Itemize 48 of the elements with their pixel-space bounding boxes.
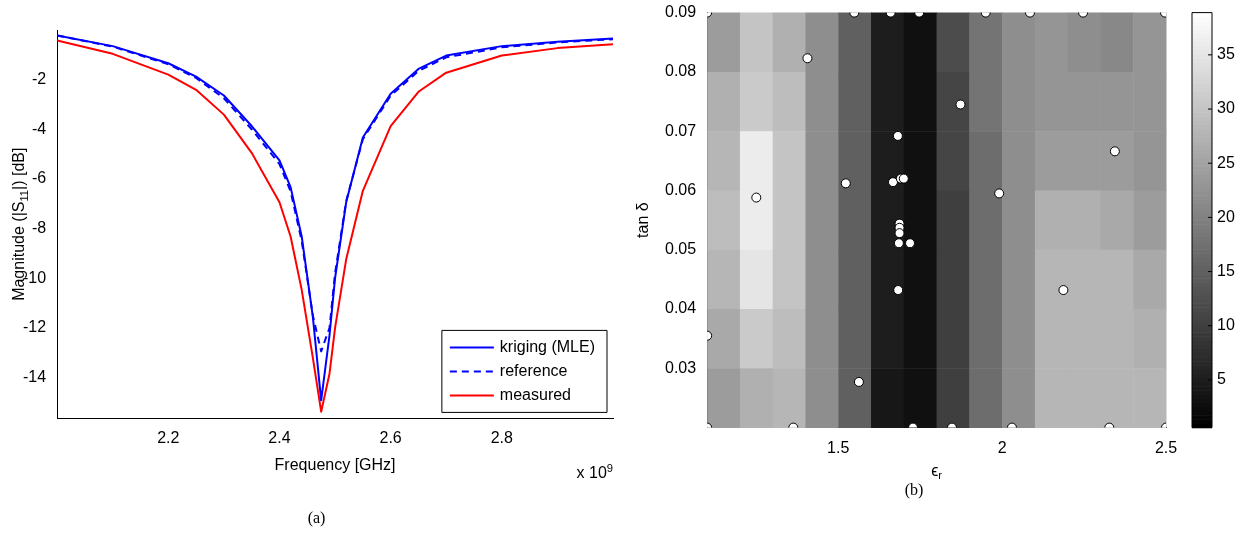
legend-label: reference	[499, 361, 568, 379]
y-tick-label: 0.03	[665, 358, 697, 376]
y-axis-title: tan δ	[633, 202, 651, 238]
color-bar-label: 30	[1217, 99, 1235, 117]
legend-label: measured	[499, 385, 572, 403]
text: (b)	[904, 480, 924, 499]
x-axis-title: Frequency [GHz]	[274, 455, 396, 473]
text: (a)	[307, 508, 326, 527]
point	[894, 228, 905, 239]
color-bar-label: 5	[1217, 370, 1226, 388]
point	[994, 188, 1005, 199]
point	[1109, 146, 1120, 157]
y-tick-label: 0.06	[665, 180, 697, 198]
x-tick-label: 2.5	[1154, 438, 1178, 456]
x-tick-label: 2	[997, 438, 1007, 456]
x-tick-label: 1.5	[827, 438, 850, 456]
point	[840, 178, 851, 189]
color-bar-label: 20	[1217, 207, 1235, 225]
y-tick-label: -2	[31, 70, 47, 88]
y-tick-label: -14	[23, 367, 47, 385]
y-tick-label: 0.05	[665, 240, 697, 258]
y-tick-label: -4	[31, 119, 47, 137]
x-tick-label: 2.6	[379, 429, 402, 447]
y-tick-label: 0.07	[665, 121, 697, 139]
point	[751, 192, 762, 203]
point	[892, 130, 903, 141]
point	[853, 376, 864, 387]
y-tick-label: 0.08	[665, 62, 697, 80]
point	[887, 177, 898, 188]
x-tick-label: 2.4	[268, 429, 291, 447]
y-tick-label: 0.04	[665, 299, 697, 317]
color-bar-label: 10	[1217, 316, 1235, 334]
y-tick-label: -12	[23, 318, 47, 336]
color-bar-label: 35	[1217, 45, 1235, 63]
x-tick-label: 2.8	[490, 429, 514, 447]
color-bar-label: 25	[1217, 153, 1235, 171]
x-tick-label: 2.2	[157, 429, 180, 447]
point	[1058, 285, 1069, 296]
point	[893, 285, 904, 296]
point	[893, 238, 904, 249]
point	[955, 99, 966, 110]
legend-label: kriging (MLE)	[499, 337, 596, 355]
y-tick-label: -6	[31, 169, 47, 187]
y-tick-label: 0.09	[665, 3, 697, 21]
point	[802, 53, 813, 64]
point	[905, 238, 916, 249]
y-tick-label: -8	[31, 218, 47, 236]
color-bar-label: 15	[1217, 261, 1235, 279]
